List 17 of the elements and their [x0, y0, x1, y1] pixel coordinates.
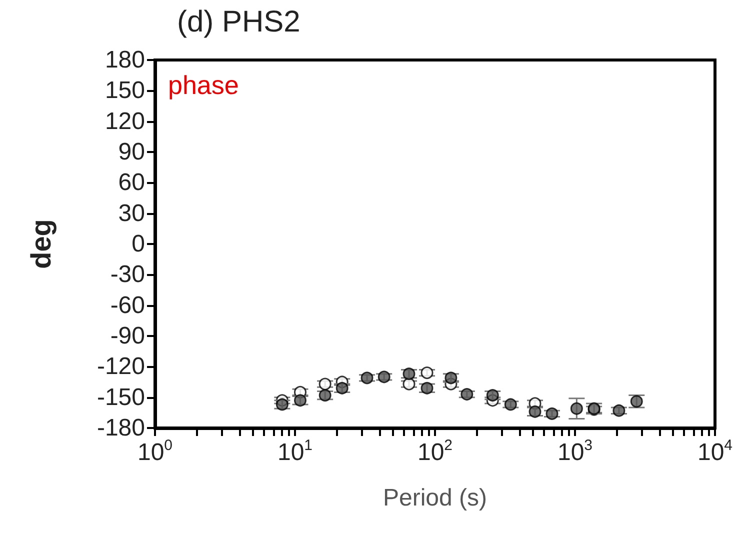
y-tick-label: 180	[104, 46, 145, 74]
y-tick-label: -90	[110, 322, 145, 350]
y-tick-label: 120	[104, 108, 145, 135]
y-tick-label: -30	[110, 261, 145, 288]
y-tick-label: -150	[96, 384, 145, 411]
y-tick-label: -180	[96, 414, 145, 442]
y-tick-label: 0	[132, 230, 145, 258]
x-axis-title: Period (s)	[382, 484, 488, 512]
y-tick-label: 60	[118, 169, 145, 196]
annotation: phase	[168, 70, 239, 100]
y-tick-label: 90	[118, 138, 145, 166]
y-tick-label: -120	[96, 353, 145, 380]
y-tick-label: 30	[118, 200, 145, 227]
chart-title: (d) PHS2	[177, 6, 300, 38]
y-axis-title: deg	[26, 219, 56, 269]
y-tick-label: 150	[104, 77, 145, 104]
y-tick-label: -60	[110, 292, 145, 319]
